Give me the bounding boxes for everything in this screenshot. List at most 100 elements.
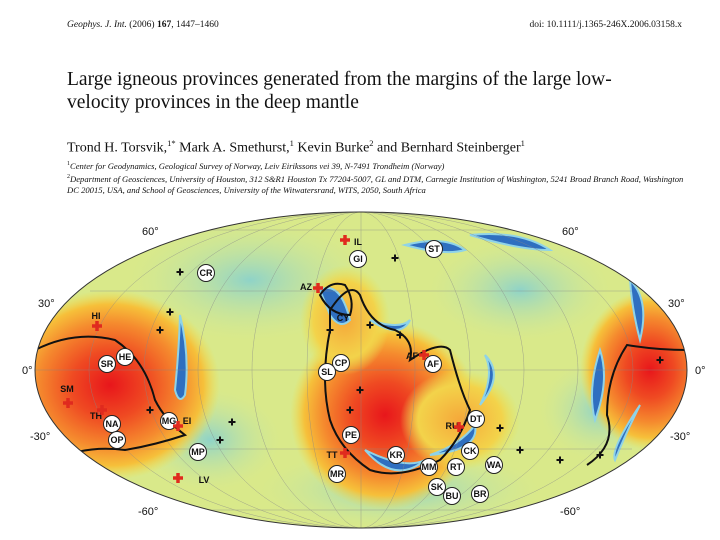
site-label: BR — [474, 489, 487, 499]
hotspot-cross — [356, 386, 364, 394]
author-name: Trond H. Torsvik, — [67, 140, 168, 156]
latitude-label: 60° — [142, 226, 159, 238]
author-affiliation-mark: 1 — [289, 138, 294, 148]
site-label: AZ — [300, 282, 312, 292]
affiliation-text: Department of Geosciences, University of… — [67, 173, 684, 195]
affiliations: 1Center for Geodynamics, Geological Surv… — [67, 159, 697, 196]
site-label: ST — [428, 244, 440, 254]
affiliation-text: Center for Geodynamics, Geological Surve… — [70, 160, 445, 171]
site-circle — [447, 458, 465, 476]
map-figure: 60° 30° 0° -30° -60° 60° 30° 0° -30° -60° CR GI ST… — [22, 211, 706, 529]
site-label: TH — [90, 411, 102, 421]
hotspot-cross — [496, 424, 504, 432]
author-name: Mark A. Smethurst, — [179, 140, 290, 156]
site-circle — [98, 355, 116, 373]
site-label: LV — [199, 475, 210, 485]
paper-title: Large igneous provinces generated from t… — [67, 69, 612, 113]
site-label: OP — [110, 435, 123, 445]
hotspot-cross — [391, 254, 399, 262]
hotspot-cross — [346, 406, 354, 414]
site-circle — [108, 431, 126, 449]
site-label: AF — [406, 351, 418, 361]
latitude-label: -60° — [138, 506, 158, 518]
site-label: SR — [101, 359, 114, 369]
site-label: SK — [431, 482, 444, 492]
lip-cross — [173, 473, 183, 483]
site-circle — [318, 363, 336, 381]
latitude-label: -30° — [30, 431, 50, 443]
hotspot-cross — [176, 268, 184, 276]
site-label: EI — [183, 416, 192, 426]
site-circle — [428, 478, 446, 496]
site-label: MM — [422, 462, 437, 472]
site-label: HI — [92, 311, 101, 321]
author-affiliation-mark: 1 — [520, 138, 525, 148]
site-label: HE — [119, 352, 132, 362]
hotspot-cross — [516, 446, 524, 454]
hotspot-cross — [396, 331, 404, 339]
latitude-labels-left: 60° 30° 0° -30° -60° — [22, 226, 159, 518]
site-circle — [342, 426, 360, 444]
lip-cross — [92, 321, 102, 331]
site-circle — [387, 446, 405, 464]
affiliation-mark: 2 — [67, 173, 70, 180]
site-circle — [471, 485, 489, 503]
site-circle — [332, 354, 350, 372]
doi: doi: 10.1111/j.1365-246X.2006.03158.x — [529, 20, 682, 30]
latitude-label: 60° — [562, 226, 579, 238]
site-label: MG — [162, 416, 177, 426]
hotspot-cross — [216, 436, 224, 444]
author-name: Kevin Burke — [297, 140, 370, 156]
lip-cross — [340, 448, 350, 458]
hotspot-cross — [656, 356, 664, 364]
site-circle — [328, 465, 346, 483]
hotspot-cross — [166, 308, 174, 316]
site-label: SM — [60, 384, 74, 394]
site-label: SL — [321, 367, 333, 377]
site-circle — [420, 458, 438, 476]
site-circle — [461, 442, 479, 460]
site-label: BU — [446, 491, 459, 501]
journal: Geophys. J. Int. — [67, 20, 127, 30]
site-label: NA — [106, 419, 119, 429]
site-label: TT — [327, 450, 338, 460]
author-affiliation-mark: 2 — [369, 138, 374, 148]
hotspot-cross — [596, 451, 604, 459]
lip-cross — [340, 235, 350, 245]
latitude-label: 30° — [668, 298, 685, 310]
site-circle — [443, 487, 461, 505]
running-header: Geophys. J. Int. (2006) 167, 1447–1460 — [67, 20, 219, 30]
site-label: DT — [470, 414, 482, 424]
hotspot-cross — [556, 456, 564, 464]
affiliation-mark: 1 — [67, 161, 70, 167]
site-circle — [349, 250, 367, 268]
site-label: CP — [335, 358, 348, 368]
site-label: MP — [191, 447, 205, 457]
site-label: CK — [464, 446, 477, 456]
site-circle — [189, 443, 207, 461]
site-label: WA — [487, 460, 502, 470]
site-circle — [103, 415, 121, 433]
site-label: CR — [200, 268, 213, 278]
site-label: RU — [446, 421, 459, 431]
hotspot-cross — [146, 406, 154, 414]
latitude-label: 0° — [695, 365, 706, 377]
hotspot-cross — [326, 326, 334, 334]
year: (2006) — [129, 20, 155, 30]
latitude-label: -60° — [560, 506, 580, 518]
lip-cross — [97, 405, 107, 415]
latitude-label: -30° — [670, 431, 690, 443]
site-label: MR — [330, 469, 344, 479]
site-circle — [116, 348, 134, 366]
hotspot-cross — [228, 418, 236, 426]
site-circle — [425, 240, 443, 258]
site-circle — [467, 410, 485, 428]
lip-cross — [173, 421, 183, 431]
latitude-labels-right: 60° 30° 0° -30° -60° — [560, 226, 706, 518]
volume: 167 — [156, 20, 172, 30]
lip-cross — [454, 422, 464, 432]
lip-cross — [419, 350, 429, 360]
latitude-label: 0° — [22, 365, 33, 377]
